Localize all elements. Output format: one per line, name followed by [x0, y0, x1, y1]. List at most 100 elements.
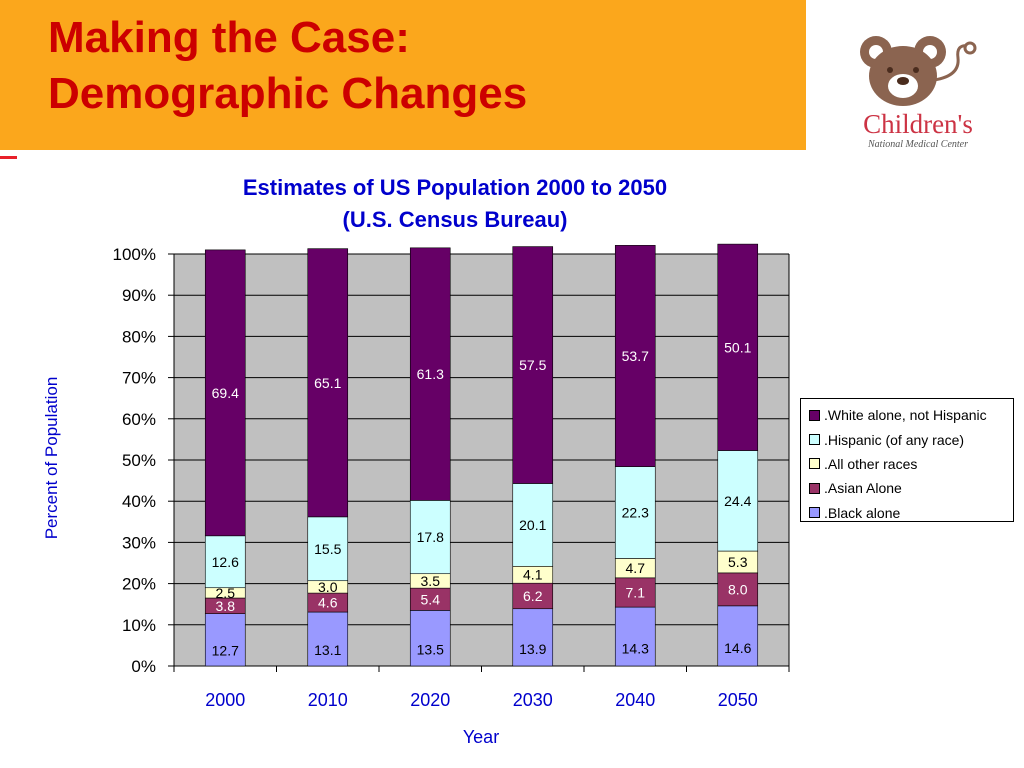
x-tick-label: 2020: [410, 690, 450, 710]
data-label: 8.0: [728, 581, 748, 597]
bar-segment: [512, 608, 554, 667]
data-label: 4.1: [523, 567, 543, 583]
slide-title: Making the Case: Demographic Changes: [48, 10, 527, 122]
y-axis-title: Percent of Population: [42, 377, 61, 540]
plot-area: 0% 10% 20% 30% 40% 50% 60% 70% 80% 90% 100% 12.7 3.8…: [113, 243, 790, 710]
chart-legend: .White alone, not Hispanic .Hispanic (of …: [800, 398, 1014, 522]
data-label: 7.1: [626, 584, 646, 600]
data-label: 13.9: [519, 641, 546, 657]
y-tick-label: 60%: [122, 410, 156, 429]
data-label: 3.0: [318, 579, 338, 595]
data-label: 4.6: [318, 595, 338, 611]
y-tick-label: 70%: [122, 369, 156, 388]
y-tick-label: 100%: [113, 245, 156, 264]
title-banner: Making the Case: Demographic Changes: [0, 0, 806, 150]
y-tick-label: 90%: [122, 286, 156, 305]
x-tick-label: 2050: [718, 690, 758, 710]
bear-icon: [860, 36, 946, 106]
data-label: 6.2: [523, 588, 543, 604]
data-label: 22.3: [622, 505, 649, 521]
slide-title-line1: Making the Case:: [48, 13, 410, 62]
data-label: 13.5: [417, 641, 444, 657]
data-label: 17.8: [417, 529, 444, 545]
bar-segment: [717, 243, 759, 451]
chart-title: Estimates of US Population 2000 to 2050 …: [150, 172, 760, 236]
bar-segment: [614, 606, 656, 667]
bar-segment: [614, 577, 656, 608]
data-label: 12.7: [212, 642, 239, 658]
data-label: 3.8: [216, 598, 236, 614]
bar-segment: [409, 247, 451, 501]
x-tick-label: 2000: [205, 690, 245, 710]
data-label: 53.7: [622, 348, 649, 364]
legend-swatch: [809, 458, 820, 470]
y-tick-label: 20%: [122, 575, 156, 594]
logo-wordmark: Children's: [863, 109, 973, 139]
bar-segment: [717, 605, 759, 667]
y-tick-label: 80%: [122, 327, 156, 346]
data-label: 12.6: [212, 554, 239, 570]
bar-segment: [307, 611, 349, 667]
data-label: 15.5: [314, 541, 341, 557]
y-tick-label: 10%: [122, 616, 156, 635]
bar-segment: [204, 249, 246, 537]
bar-segment: [307, 248, 349, 518]
bar-segment: [717, 450, 759, 552]
data-label: 65.1: [314, 375, 341, 391]
legend-item: .All other races: [809, 452, 1013, 476]
x-tick-label: 2010: [308, 690, 348, 710]
title-underline-accent: [0, 156, 17, 159]
data-label: 4.7: [626, 560, 646, 576]
data-label: 50.1: [724, 339, 751, 355]
y-tick-label: 30%: [122, 533, 156, 552]
legend-item: .Hispanic (of any race): [809, 427, 1013, 451]
legend-label: .All other races: [824, 455, 918, 472]
legend-swatch: [809, 409, 820, 421]
chart-title-line2: (U.S. Census Bureau): [342, 207, 568, 232]
y-tick-label: 50%: [122, 451, 156, 470]
bar-segment: [614, 245, 656, 467]
chart-title-line1: Estimates of US Population 2000 to 2050: [242, 175, 668, 200]
data-label: 14.6: [724, 640, 751, 656]
data-label: 69.4: [212, 385, 239, 401]
data-label: 24.4: [724, 493, 751, 509]
legend-item: .Black alone: [809, 501, 1013, 525]
legend-item: .Asian Alone: [809, 476, 1013, 500]
legend-swatch: [809, 507, 820, 519]
bar-segment: [512, 246, 554, 484]
bar-segment: [409, 500, 451, 575]
childrens-logo: Children's National Medical Center: [860, 36, 977, 150]
bar-segment: [409, 610, 451, 667]
bar-segment: [717, 572, 759, 607]
data-label: 14.3: [622, 640, 649, 656]
data-label: 20.1: [519, 517, 546, 533]
bar-segment: [204, 535, 246, 589]
data-label: 61.3: [417, 366, 444, 382]
bar-segment: [512, 483, 554, 567]
x-tick-label: 2030: [513, 690, 553, 710]
legend-label: .Black alone: [824, 504, 901, 521]
slide-title-line2: Demographic Changes: [48, 69, 528, 118]
data-label: 3.5: [421, 573, 441, 589]
legend-swatch: [809, 482, 820, 494]
legend-swatch: [809, 434, 820, 446]
x-axis-title: Year: [463, 727, 499, 747]
bar-segment: [614, 466, 656, 559]
data-label: 5.3: [728, 554, 748, 570]
y-tick-label: 0%: [131, 657, 156, 676]
x-tick-label: 2040: [615, 690, 655, 710]
y-tick-label: 40%: [122, 492, 156, 511]
logo-subtitle: National Medical Center: [867, 139, 968, 150]
data-label: 13.1: [314, 642, 341, 658]
bar-segment: [307, 516, 349, 582]
stethoscope-icon: [933, 41, 977, 82]
data-label: 57.5: [519, 357, 546, 373]
data-label: 2.5: [216, 585, 236, 601]
bar-segment: [204, 613, 246, 667]
legend-label: .White alone, not Hispanic: [824, 407, 987, 424]
bar-segment: [512, 582, 554, 610]
legend-item: .White alone, not Hispanic: [809, 403, 1013, 427]
legend-label: .Hispanic (of any race): [824, 431, 965, 448]
data-label: 5.4: [421, 591, 441, 607]
